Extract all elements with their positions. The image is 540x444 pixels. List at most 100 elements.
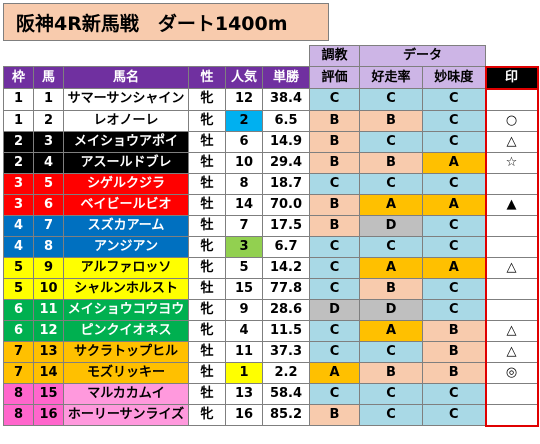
odds-cell: 37.3 bbox=[262, 340, 310, 363]
sex-cell: 牡 bbox=[188, 130, 226, 153]
horse-number-cell: 6 bbox=[33, 193, 64, 216]
win-rate-grade-cell: A bbox=[359, 193, 423, 216]
waku-cell: 3 bbox=[3, 193, 34, 216]
training-grade-cell: C bbox=[309, 172, 360, 195]
horse-name-cell: モズリッキー bbox=[63, 361, 189, 384]
table-row: 1 1 サマーサンシャイン牝 12 38.4 C C C bbox=[3, 87, 539, 111]
value-grade-cell: C bbox=[422, 403, 486, 426]
waku-cell: 6 bbox=[3, 319, 34, 342]
value-grade-cell: C bbox=[422, 88, 486, 111]
popularity-cell: 10 bbox=[225, 151, 263, 174]
win-rate-grade-cell: C bbox=[359, 403, 423, 426]
horse-name-cell: アスールドブレ bbox=[63, 151, 189, 174]
table-row: 5 9 アルファロッソ牝 5 14.2 C A A △ bbox=[3, 256, 539, 279]
training-grade-cell: C bbox=[309, 319, 360, 342]
table-row: 8 16 ホーリーサンライズ牝 16 85.2 B C C bbox=[3, 403, 539, 427]
horse-name-cell: マルカカムイ bbox=[63, 382, 189, 405]
table-row: 4 7 スズカアーム牡 7 17.5 B D C bbox=[3, 214, 539, 237]
waku-cell: 7 bbox=[3, 340, 34, 363]
horse-name-cell: メイショウアポイ bbox=[63, 130, 189, 153]
sex-cell: 牡 bbox=[188, 214, 226, 237]
training-grade-cell: C bbox=[309, 382, 360, 405]
mark-cell: △ bbox=[484, 130, 539, 153]
odds-cell: 38.4 bbox=[262, 88, 310, 111]
training-grade-cell: B bbox=[309, 109, 360, 132]
sex-cell: 牝 bbox=[188, 235, 226, 258]
horse-number-cell: 2 bbox=[33, 109, 64, 132]
odds-cell: 6.5 bbox=[262, 109, 310, 132]
horse-number-cell: 1 bbox=[33, 88, 64, 111]
header-waku: 枠 bbox=[3, 66, 34, 89]
popularity-cell: 8 bbox=[225, 172, 263, 195]
value-grade-cell: A bbox=[422, 256, 486, 279]
value-grade-cell: C bbox=[422, 214, 486, 237]
odds-cell: 14.9 bbox=[262, 130, 310, 153]
horse-name-cell: スズカアーム bbox=[63, 214, 189, 237]
odds-cell: 17.5 bbox=[262, 214, 310, 237]
horse-number-cell: 3 bbox=[33, 130, 64, 153]
popularity-cell: 13 bbox=[225, 382, 263, 405]
horse-number-cell: 14 bbox=[33, 361, 64, 384]
value-grade-cell: C bbox=[422, 130, 486, 153]
table-row: 3 6 ベイビールビオ牡 14 70.0 B A A ▲ bbox=[3, 193, 539, 216]
value-grade-cell: B bbox=[422, 361, 486, 384]
sex-cell: 牡 bbox=[188, 382, 226, 405]
odds-cell: 58.4 bbox=[262, 382, 310, 405]
odds-cell: 14.2 bbox=[262, 256, 310, 279]
popularity-cell: 12 bbox=[225, 88, 263, 111]
odds-cell: 85.2 bbox=[262, 403, 310, 426]
value-grade-cell: B bbox=[422, 340, 486, 363]
win-rate-grade-cell: B bbox=[359, 277, 423, 300]
win-rate-grade-cell: A bbox=[359, 256, 423, 279]
value-grade-cell: C bbox=[422, 277, 486, 300]
popularity-cell: 11 bbox=[225, 340, 263, 363]
value-grade-cell: C bbox=[422, 109, 486, 132]
sex-cell: 牝 bbox=[188, 403, 226, 426]
popularity-cell: 9 bbox=[225, 298, 263, 321]
popularity-cell: 7 bbox=[225, 214, 263, 237]
odds-cell: 77.8 bbox=[262, 277, 310, 300]
mark-cell: ◎ bbox=[484, 361, 539, 384]
win-rate-grade-cell: C bbox=[359, 130, 423, 153]
horse-name-cell: レオノーレ bbox=[63, 109, 189, 132]
odds-cell: 28.6 bbox=[262, 298, 310, 321]
win-rate-grade-cell: C bbox=[359, 88, 423, 111]
table-row: 4 8 アンジアン牝 3 6.7 C C C bbox=[3, 235, 539, 258]
popularity-cell: 14 bbox=[225, 193, 263, 216]
odds-cell: 2.2 bbox=[262, 361, 310, 384]
table-row: 6 12 ピンクイオネス牝 4 11.5 C A B △ bbox=[3, 319, 539, 342]
sex-cell: 牝 bbox=[188, 109, 226, 132]
value-grade-cell: C bbox=[422, 382, 486, 405]
horse-number-cell: 11 bbox=[33, 298, 64, 321]
horse-name-cell: サマーサンシャイン bbox=[63, 88, 189, 111]
header-mimido: 妙味度 bbox=[422, 66, 486, 89]
mark-cell bbox=[484, 172, 539, 195]
sex-cell: 牡 bbox=[188, 340, 226, 363]
win-rate-grade-cell: C bbox=[359, 382, 423, 405]
horse-name-cell: ホーリーサンライズ bbox=[63, 403, 189, 426]
waku-cell: 6 bbox=[3, 298, 34, 321]
training-grade-cell: B bbox=[309, 193, 360, 216]
horse-name-cell: ピンクイオネス bbox=[63, 319, 189, 342]
header-tansho: 単勝 bbox=[262, 66, 310, 89]
odds-cell: 18.7 bbox=[262, 172, 310, 195]
horse-number-cell: 10 bbox=[33, 277, 64, 300]
sex-cell: 牡 bbox=[188, 193, 226, 216]
waku-cell: 1 bbox=[3, 109, 34, 132]
header-kosoritsu: 好走率 bbox=[359, 66, 423, 89]
win-rate-grade-cell: C bbox=[359, 172, 423, 195]
training-grade-cell: C bbox=[309, 340, 360, 363]
win-rate-grade-cell: B bbox=[359, 109, 423, 132]
mark-cell bbox=[484, 235, 539, 258]
header-sex: 性 bbox=[188, 66, 226, 89]
sex-cell: 牝 bbox=[188, 256, 226, 279]
table-row: 5 10 シャルンホルスト牡 15 77.8 C B C bbox=[3, 277, 539, 300]
header-shirushi: 印 bbox=[484, 65, 539, 89]
mark-cell bbox=[484, 403, 539, 427]
mark-cell bbox=[484, 214, 539, 237]
odds-cell: 70.0 bbox=[262, 193, 310, 216]
table-row: 3 5 シゲルクジラ牡 8 18.7 C C C bbox=[3, 172, 539, 195]
sex-cell: 牝 bbox=[188, 88, 226, 111]
waku-cell: 5 bbox=[3, 277, 34, 300]
race-title: 阪神4R新馬戦 ダート1400m bbox=[3, 3, 329, 41]
